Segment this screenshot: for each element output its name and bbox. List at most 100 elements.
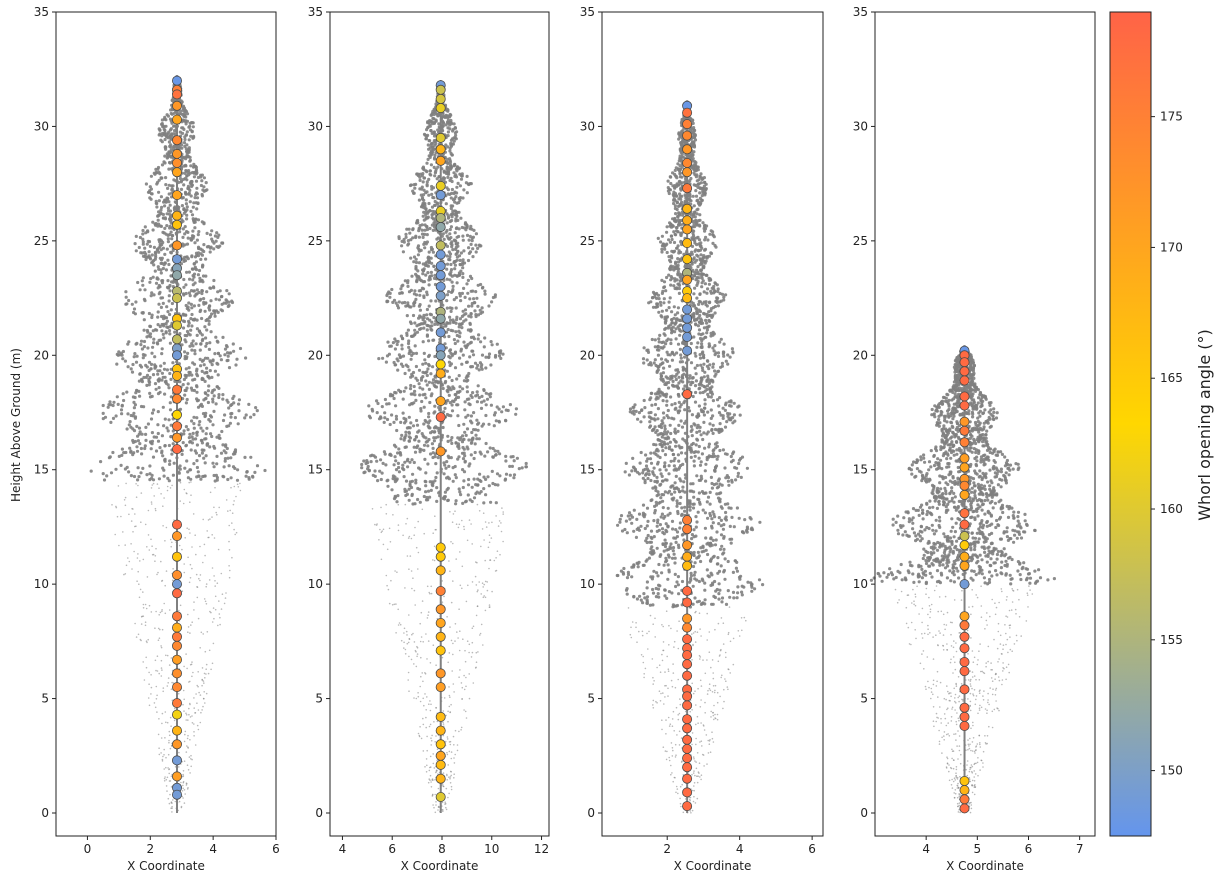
cloud-point	[214, 335, 218, 339]
cloud-point	[149, 197, 153, 201]
cloud-point	[388, 602, 391, 605]
cloud-point	[196, 596, 199, 599]
cloud-point	[146, 546, 148, 548]
cloud-point	[425, 313, 429, 317]
cloud-point	[167, 677, 170, 679]
cloud-point	[200, 220, 204, 224]
cloud-point	[504, 419, 508, 423]
cloud-point	[406, 243, 410, 247]
whorl-point	[435, 190, 446, 201]
cloud-point	[160, 378, 164, 382]
cloud-point	[184, 730, 187, 733]
cloud-point	[434, 385, 439, 389]
cloud-point	[416, 221, 420, 225]
cloud-point	[225, 345, 229, 349]
cloud-point	[451, 479, 455, 483]
cloud-point	[422, 326, 426, 330]
cloud-point	[441, 783, 444, 785]
cloud-point	[485, 397, 490, 401]
cloud-point	[181, 548, 183, 551]
y-tick-label: 25	[34, 234, 49, 248]
cloud-point	[524, 465, 529, 469]
cloud-point	[459, 630, 461, 632]
cloud-point	[413, 321, 417, 325]
cloud-point	[166, 310, 170, 314]
cloud-point	[147, 509, 150, 512]
cloud-point	[448, 252, 453, 256]
cloud-point	[393, 363, 397, 367]
cloud-point	[139, 471, 143, 475]
y-tick-label: 20	[308, 348, 323, 362]
cloud-point	[144, 438, 148, 442]
cloud-point	[427, 193, 431, 197]
whorl-point	[171, 320, 182, 331]
cloud-point	[411, 633, 413, 636]
whorl-point	[435, 249, 446, 260]
cloud-point	[118, 544, 120, 547]
cloud-point	[136, 280, 140, 285]
cloud-point	[428, 169, 432, 173]
cloud-point	[462, 188, 466, 192]
cloud-point	[220, 608, 223, 610]
cloud-point	[182, 775, 185, 777]
cloud-point	[487, 352, 492, 356]
cloud-point	[162, 755, 164, 758]
cloud-point	[465, 676, 467, 679]
cloud-point	[491, 481, 495, 486]
cloud-point	[204, 600, 207, 603]
cloud-point	[198, 279, 202, 283]
cloud-point	[195, 433, 199, 437]
cloud-point	[154, 449, 159, 453]
cloud-point	[114, 467, 118, 471]
cloud-point	[168, 371, 172, 376]
cloud-point	[165, 766, 167, 769]
cloud-point	[403, 647, 405, 649]
cloud-point	[141, 311, 145, 315]
cloud-point	[105, 474, 109, 478]
cloud-point	[486, 589, 489, 592]
cloud-point	[391, 604, 394, 606]
cloud-point	[399, 420, 403, 424]
whorl-point	[171, 725, 182, 736]
cloud-point	[162, 687, 165, 689]
cloud-point	[414, 649, 417, 652]
cloud-point	[426, 735, 428, 738]
cloud-point	[431, 186, 436, 190]
cloud-point	[435, 801, 437, 803]
cloud-point	[178, 380, 182, 384]
cloud-point	[426, 133, 430, 137]
cloud-point	[453, 197, 457, 201]
cloud-point	[166, 209, 171, 213]
cloud-point	[454, 499, 458, 503]
cloud-point	[166, 132, 170, 136]
cloud-point	[171, 681, 173, 684]
cloud-point	[488, 522, 490, 524]
cloud-point	[209, 286, 213, 290]
cloud-point	[160, 163, 165, 167]
cloud-point	[185, 459, 189, 463]
cloud-point	[448, 750, 451, 753]
cloud-point	[197, 617, 200, 620]
cloud-point	[193, 723, 195, 725]
cloud-point	[207, 418, 211, 422]
cloud-point	[446, 779, 449, 781]
whorl-point	[171, 698, 182, 709]
cloud-point	[450, 165, 454, 169]
cloud-point	[464, 318, 468, 322]
cloud-point	[163, 748, 165, 751]
cloud-point	[428, 324, 432, 328]
cloud-point	[453, 366, 458, 370]
cloud-point	[459, 493, 463, 497]
cloud-point	[211, 397, 215, 401]
axes-frame	[55, 11, 277, 837]
cloud-point	[225, 289, 229, 293]
cloud-point	[447, 290, 451, 294]
cloud-point	[158, 446, 162, 450]
cloud-point	[131, 427, 135, 431]
cloud-point	[168, 161, 172, 165]
cloud-point	[186, 492, 188, 495]
cloud-point	[480, 593, 483, 595]
cloud-point	[160, 449, 164, 453]
cloud-point	[154, 509, 157, 512]
cloud-point	[160, 122, 164, 126]
